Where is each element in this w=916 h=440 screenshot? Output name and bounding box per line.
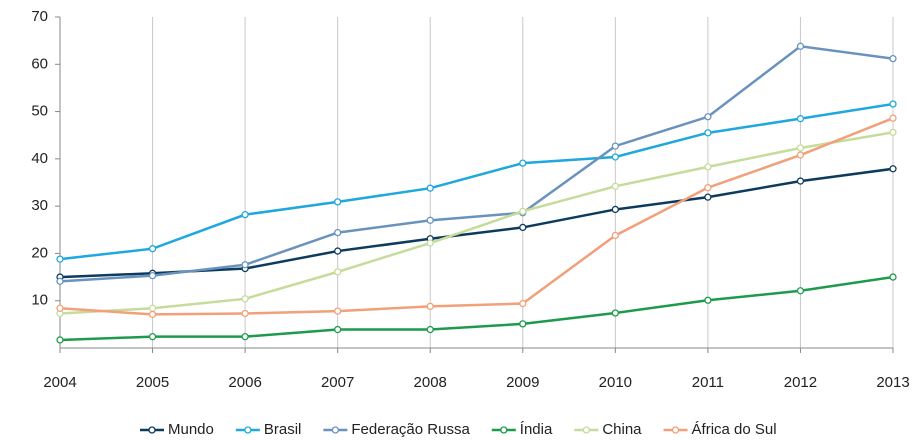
point xyxy=(56,277,64,285)
legend-marker xyxy=(148,426,156,434)
point xyxy=(704,184,712,192)
x-tick-label: 2005 xyxy=(136,374,169,391)
point xyxy=(148,272,157,280)
point xyxy=(704,129,712,137)
legend-label: China xyxy=(602,421,642,438)
x-tick-label: 2011 xyxy=(692,374,724,391)
point xyxy=(704,296,712,304)
y-tick-label: 40 xyxy=(31,150,48,167)
point xyxy=(611,142,619,150)
point xyxy=(519,320,527,328)
legend-marker xyxy=(671,426,680,434)
point xyxy=(426,302,434,311)
point xyxy=(796,151,805,159)
point xyxy=(241,333,249,341)
point xyxy=(426,216,434,224)
x-tick-label: 2013 xyxy=(876,374,909,391)
point xyxy=(56,336,64,344)
point xyxy=(611,309,619,317)
point xyxy=(334,198,342,206)
x-tick-label: 2008 xyxy=(414,374,447,391)
point xyxy=(889,128,897,137)
point xyxy=(241,309,249,318)
point xyxy=(889,100,897,108)
y-tick-label: 70 xyxy=(31,8,48,25)
point xyxy=(611,182,619,190)
point xyxy=(611,205,619,214)
point xyxy=(426,325,434,334)
point xyxy=(148,304,157,312)
x-tick-label: 2004 xyxy=(43,374,76,391)
legend-label: Brasil xyxy=(264,421,302,438)
point xyxy=(148,333,157,341)
x-tick-label: 2010 xyxy=(599,374,632,391)
point xyxy=(889,165,897,173)
point xyxy=(334,228,342,237)
legend-marker xyxy=(582,426,590,434)
point xyxy=(334,325,342,334)
point xyxy=(519,159,527,167)
point xyxy=(796,144,805,152)
legend-label: Índia xyxy=(520,421,553,438)
point xyxy=(426,184,434,192)
point xyxy=(56,304,64,312)
point xyxy=(241,295,249,303)
y-tick-label: 60 xyxy=(31,55,48,72)
point xyxy=(889,54,897,63)
y-tick-label: 10 xyxy=(31,292,48,309)
point xyxy=(148,245,157,253)
legend-marker xyxy=(331,426,340,434)
x-tick-label: 2006 xyxy=(228,374,261,391)
point xyxy=(426,239,434,247)
series-line xyxy=(59,117,894,316)
point xyxy=(796,177,805,185)
y-tick-label: 20 xyxy=(31,244,48,261)
legend-label: Mundo xyxy=(168,421,214,438)
point xyxy=(334,247,342,255)
point xyxy=(148,310,157,319)
x-tick-label: 2012 xyxy=(784,374,817,391)
series-line xyxy=(59,45,894,283)
point xyxy=(704,193,712,201)
legend-label: Federação Russa xyxy=(351,421,470,438)
series-line xyxy=(59,167,894,279)
legend-label: África do Sul xyxy=(692,421,777,438)
legend-marker xyxy=(500,426,508,434)
legend-marker xyxy=(244,426,252,434)
point xyxy=(241,261,249,269)
point xyxy=(796,42,805,50)
series-line xyxy=(59,102,894,261)
point xyxy=(334,268,342,276)
point xyxy=(519,207,527,215)
point xyxy=(611,153,619,161)
point xyxy=(519,299,527,308)
y-tick-label: 50 xyxy=(31,103,48,120)
x-tick-label: 2009 xyxy=(506,374,539,391)
point xyxy=(56,255,64,263)
point xyxy=(796,287,805,295)
point xyxy=(334,307,342,315)
point xyxy=(704,163,712,171)
point xyxy=(241,211,249,219)
point xyxy=(519,223,527,232)
y-tick-label: 30 xyxy=(31,197,48,214)
series-line xyxy=(59,131,894,315)
series-line xyxy=(59,275,894,342)
point xyxy=(889,273,897,281)
point xyxy=(611,231,619,240)
x-tick-label: 2007 xyxy=(321,374,354,391)
point xyxy=(796,115,805,123)
point xyxy=(889,114,897,122)
point xyxy=(704,113,712,121)
